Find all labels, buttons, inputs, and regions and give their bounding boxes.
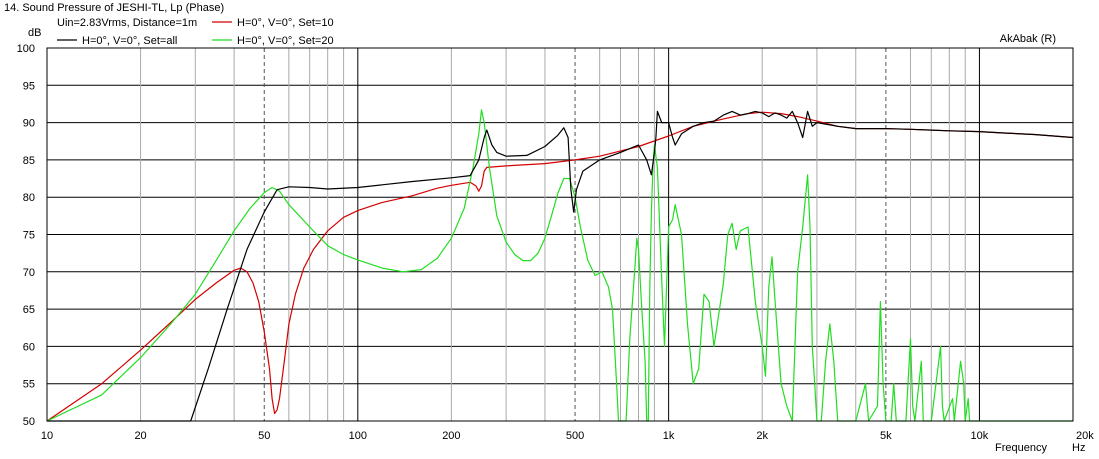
y-tick-label: 80 <box>23 192 35 204</box>
y-axis-ticks: 50 55 60 65 70 75 80 85 90 95 100 <box>17 43 35 428</box>
y-tick-label: 95 <box>23 80 35 92</box>
legend-item-set-20: H=0°, V=0°, Set=20 <box>212 35 334 47</box>
y-axis-unit-label: dB <box>28 27 41 39</box>
x-axis-ticks: 10 20 50 100 200 500 1k 2k 5k 10k 20k <box>41 430 1094 442</box>
series-line-set-10 <box>46 111 1074 422</box>
x-tick-label: 50 <box>258 430 270 442</box>
chart-title: 14. Sound Pressure of JESHI-TL, Lp (Phas… <box>4 2 224 14</box>
y-tick-label: 100 <box>17 43 35 55</box>
series-line-set-all <box>47 110 1074 422</box>
series-lines <box>46 109 1074 422</box>
legend-label-set-20: H=0°, V=0°, Set=20 <box>237 35 334 47</box>
y-tick-label: 85 <box>23 155 35 167</box>
x-tick-label: 20k <box>1076 430 1094 442</box>
y-tick-label: 50 <box>23 416 35 428</box>
x-tick-label: 1k <box>663 430 675 442</box>
x-axis-label: Frequency <box>995 442 1047 454</box>
legend-item-set-all: H=0°, V=0°, Set=all <box>57 35 177 47</box>
legend-item-set-10: H=0°, V=0°, Set=10 <box>212 17 334 29</box>
y-tick-label: 75 <box>23 230 35 242</box>
x-tick-label: 200 <box>442 430 460 442</box>
x-tick-label: 10 <box>41 430 53 442</box>
y-tick-label: 90 <box>23 118 35 130</box>
y-tick-label: 55 <box>23 379 35 391</box>
legend-label-set-all: H=0°, V=0°, Set=all <box>82 35 177 47</box>
legend-label-set-10: H=0°, V=0°, Set=10 <box>237 17 334 29</box>
series-line-set-20 <box>46 109 1073 422</box>
grid <box>47 47 1073 422</box>
x-tick-label: 500 <box>566 430 584 442</box>
plot-frame <box>46 47 1074 422</box>
y-tick-label: 65 <box>23 304 35 316</box>
x-tick-label: 5k <box>880 430 892 442</box>
x-tick-label: 2k <box>756 430 768 442</box>
y-tick-label: 60 <box>23 341 35 353</box>
x-tick-label: 20 <box>134 430 146 442</box>
legend: H=0°, V=0°, Set=10 H=0°, V=0°, Set=all H… <box>57 17 334 47</box>
y-tick-label: 70 <box>23 267 35 279</box>
x-tick-label: 10k <box>971 430 989 442</box>
x-tick-label: 100 <box>349 430 367 442</box>
akabak-watermark: AkAbak (R) <box>1000 33 1056 45</box>
legend-conditions: Uin=2.83Vrms, Distance=1m <box>57 17 197 29</box>
x-axis-unit-label: Hz <box>1072 442 1085 454</box>
